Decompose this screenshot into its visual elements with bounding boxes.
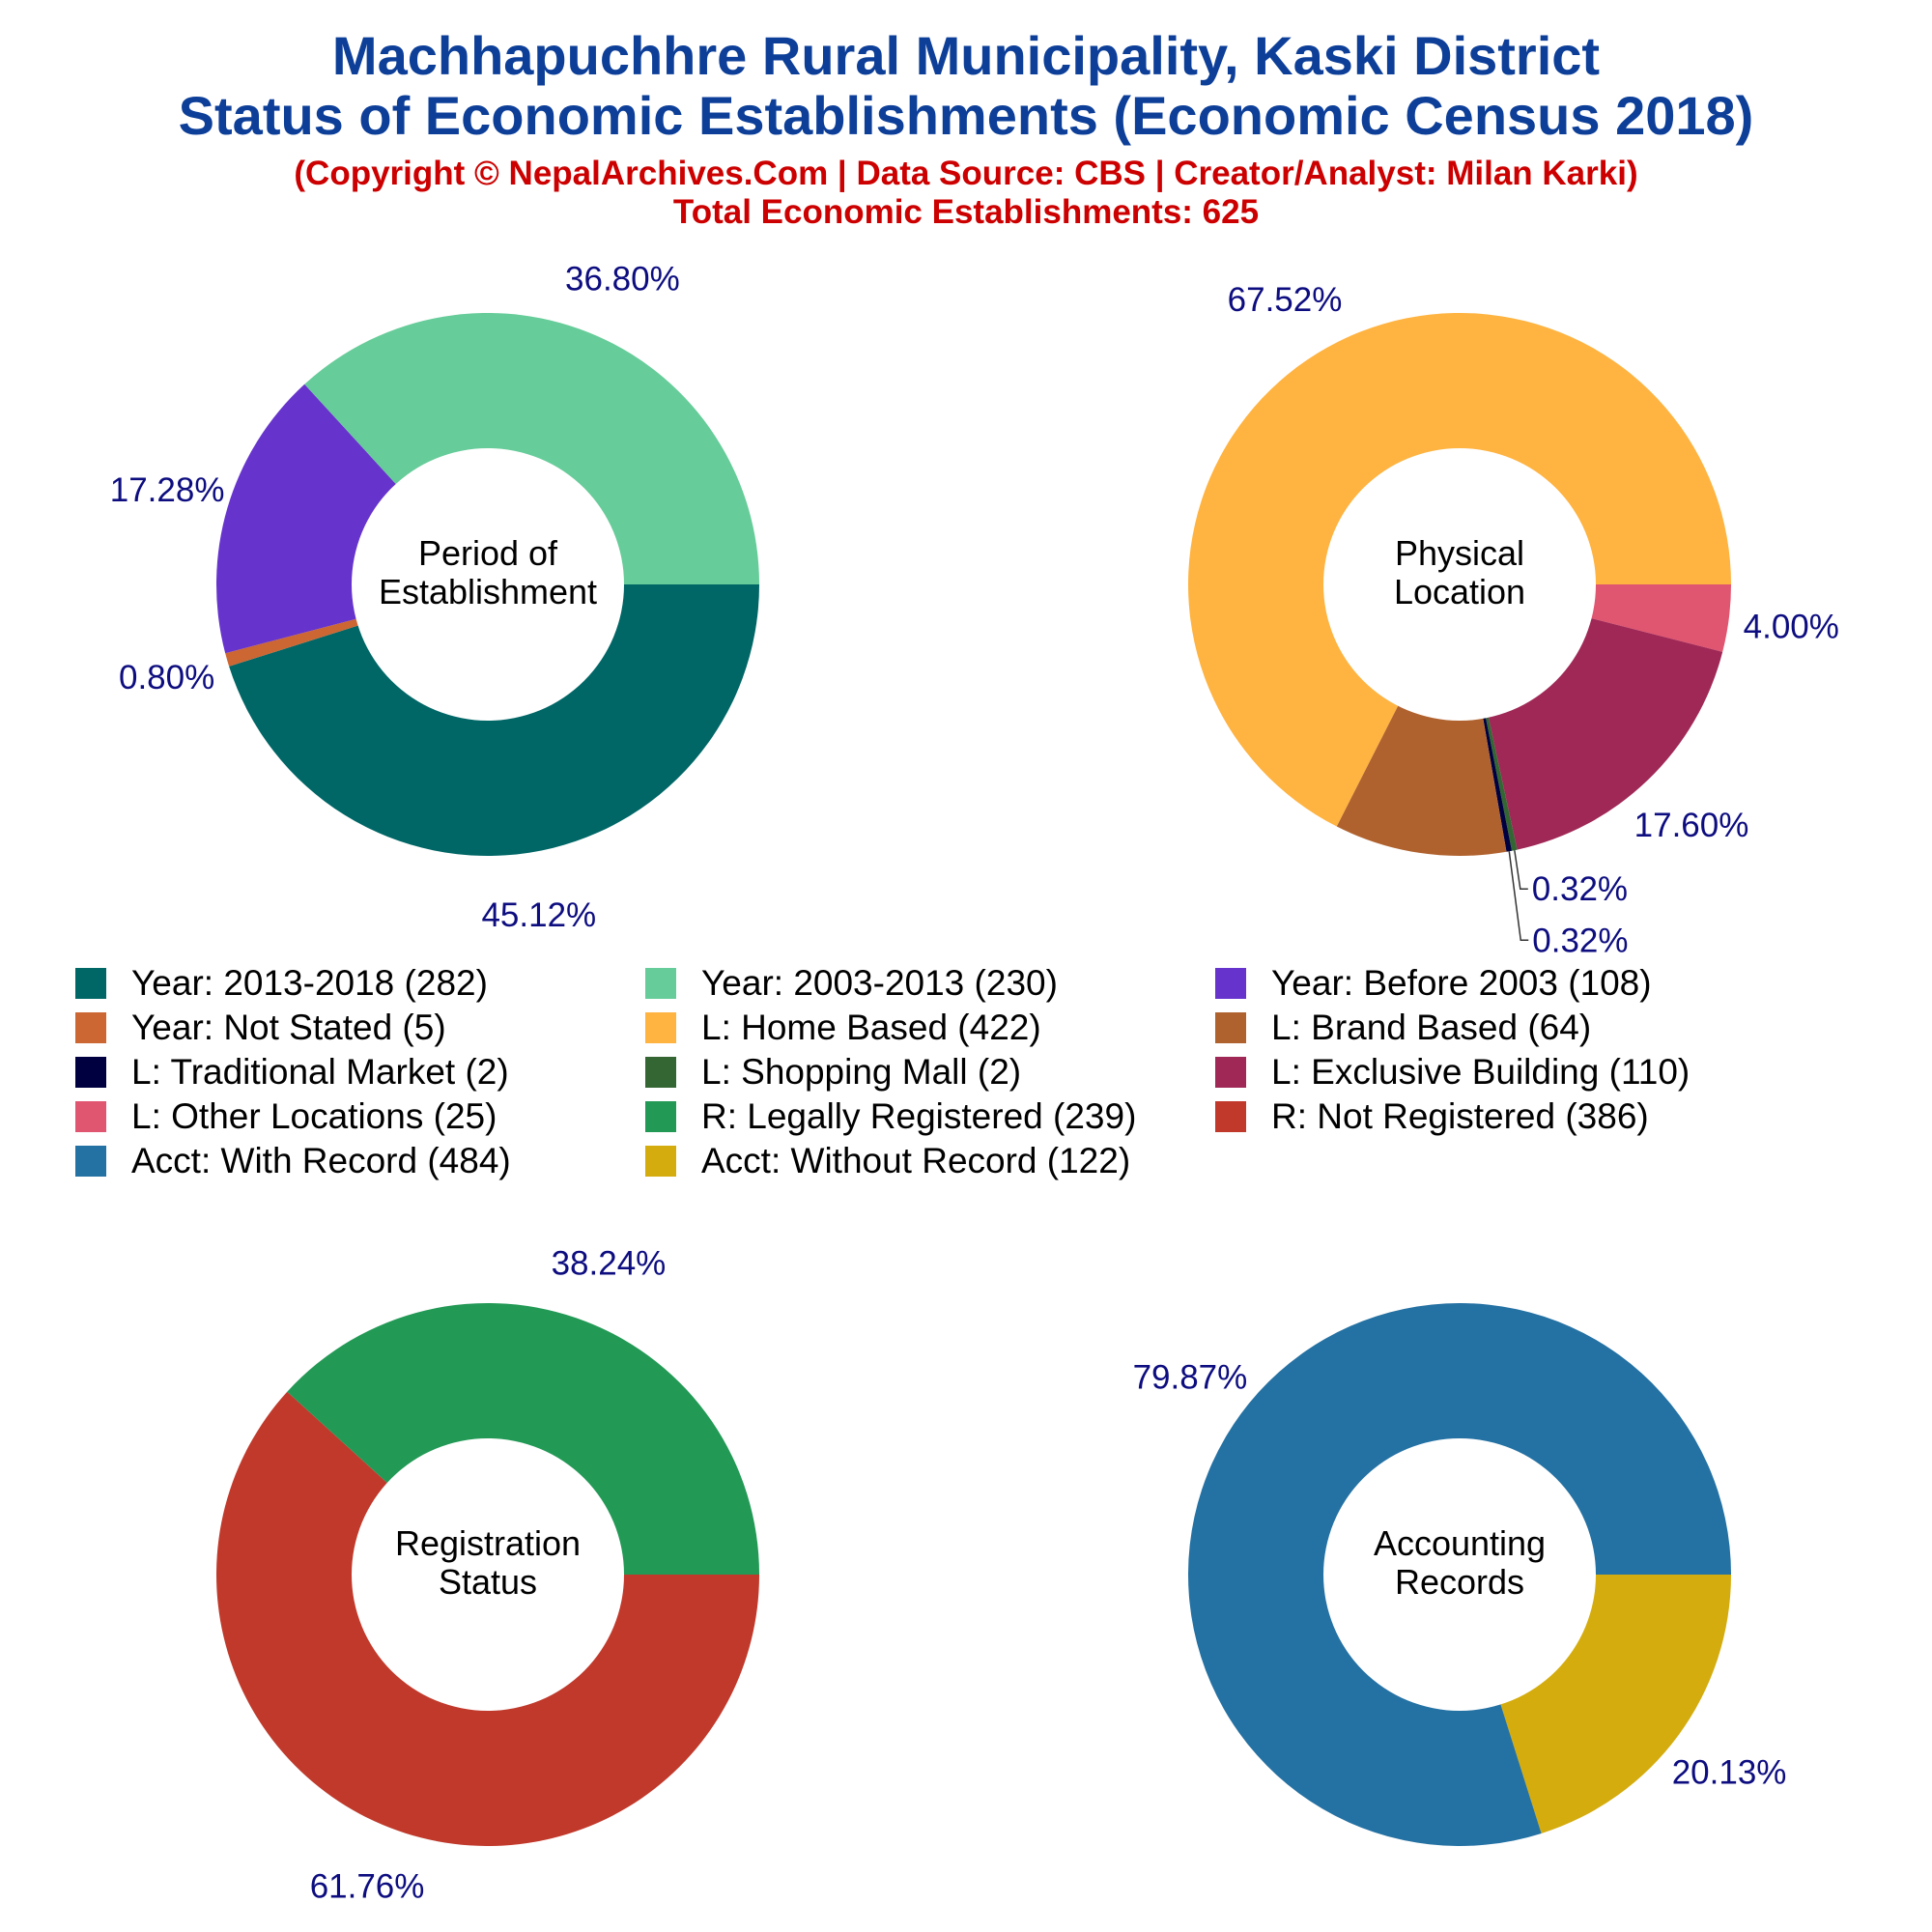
- legend-swatch: [1215, 1012, 1246, 1043]
- donut-center-label: Location: [1394, 572, 1525, 611]
- slice-percent-label: 67.52%: [1228, 281, 1343, 319]
- total-establishments-subtitle: Total Economic Establishments: 625: [672, 193, 1260, 231]
- legend-label: Year: Not Stated (5): [131, 1008, 446, 1047]
- slice-percent-label: 17.28%: [110, 471, 225, 509]
- legend-label: R: Not Registered (386): [1271, 1096, 1649, 1136]
- donut-hole: [352, 1438, 624, 1711]
- legend-swatch: [75, 1012, 106, 1043]
- donut-hole: [352, 448, 624, 721]
- legend-label: L: Other Locations (25): [131, 1096, 497, 1136]
- slice-percent-label: 61.76%: [310, 1868, 425, 1906]
- donut-center-label: Physical: [1395, 533, 1524, 573]
- legend-label: Year: 2003-2013 (230): [701, 963, 1058, 1003]
- legend-label: Year: Before 2003 (108): [1271, 963, 1652, 1003]
- donut-center-label: Period of: [418, 533, 558, 573]
- legend-swatch: [1215, 1057, 1246, 1088]
- slice-percent-label: 45.12%: [481, 896, 596, 934]
- slice-percent-label: 79.87%: [1133, 1358, 1248, 1396]
- legend-label: L: Exclusive Building (110): [1271, 1052, 1690, 1092]
- slice-percent-label: 0.32%: [1532, 870, 1628, 908]
- chart-title-line2: Status of Economic Establishments (Econo…: [178, 85, 1754, 146]
- donut-center-label: Records: [1395, 1562, 1524, 1602]
- legend-swatch: [1215, 968, 1246, 999]
- legend-swatch: [645, 1012, 676, 1043]
- donut-hole: [1323, 448, 1596, 721]
- chart-title-line1: Machhapuchhre Rural Municipality, Kaski …: [331, 25, 1601, 86]
- donut-center-label: Status: [439, 1562, 537, 1602]
- callout-line: [1508, 851, 1529, 942]
- legend-swatch: [75, 1057, 106, 1088]
- slice-percent-label: 38.24%: [552, 1244, 667, 1282]
- slice-percent-label: 4.00%: [1744, 608, 1839, 645]
- donut-slice: [304, 312, 759, 584]
- legend-item: R: Not Registered (386): [1215, 1094, 1649, 1139]
- callout-line: [1514, 850, 1528, 890]
- slice-percent-label: 20.13%: [1672, 1754, 1787, 1792]
- legend-item: Acct: Without Record (122): [645, 1139, 1130, 1183]
- legend-swatch: [75, 1146, 106, 1177]
- legend-label: L: Home Based (422): [701, 1008, 1041, 1047]
- donut-slice: [287, 1302, 759, 1575]
- legend-item: L: Other Locations (25): [75, 1094, 497, 1139]
- legend-item: L: Traditional Market (2): [75, 1050, 509, 1094]
- legend-swatch: [75, 968, 106, 999]
- legend-item: L: Shopping Mall (2): [645, 1050, 1021, 1094]
- legend-item: L: Brand Based (64): [1215, 1006, 1591, 1050]
- legend-item: R: Legally Registered (239): [645, 1094, 1136, 1139]
- legend-swatch: [645, 1101, 676, 1132]
- legend-label: Acct: With Record (484): [131, 1141, 511, 1180]
- legend-item: Year: Before 2003 (108): [1215, 961, 1652, 1006]
- legend-item: Year: 2013-2018 (282): [75, 961, 488, 1006]
- donut-center-label: Establishment: [379, 572, 597, 611]
- legend-label: L: Traditional Market (2): [131, 1052, 509, 1092]
- donut-center-label: Registration: [395, 1523, 581, 1563]
- legend-label: Year: 2013-2018 (282): [131, 963, 488, 1003]
- slice-percent-label: 0.32%: [1532, 922, 1628, 959]
- legend-swatch: [75, 1101, 106, 1132]
- slice-percent-label: 17.60%: [1634, 807, 1749, 844]
- legend-label: Acct: Without Record (122): [701, 1141, 1131, 1180]
- legend-item: L: Home Based (422): [645, 1006, 1041, 1050]
- legend-swatch: [645, 968, 676, 999]
- donut-center-label: Accounting: [1374, 1523, 1546, 1563]
- slice-percent-label: 0.80%: [119, 659, 214, 696]
- donut-hole: [1323, 1438, 1596, 1711]
- legend-label: L: Brand Based (64): [1271, 1008, 1592, 1047]
- legend-item: L: Exclusive Building (110): [1215, 1050, 1690, 1094]
- legend-item: Year: Not Stated (5): [75, 1006, 446, 1050]
- legend-label: R: Legally Registered (239): [701, 1096, 1137, 1136]
- legend-swatch: [1215, 1101, 1246, 1132]
- slice-percent-label: 36.80%: [565, 260, 680, 298]
- copyright-subtitle: (Copyright © NepalArchives.Com | Data So…: [294, 155, 1638, 192]
- legend-item: Acct: With Record (484): [75, 1139, 511, 1183]
- legend-swatch: [645, 1146, 676, 1177]
- legend-label: L: Shopping Mall (2): [701, 1052, 1022, 1092]
- legend-swatch: [645, 1057, 676, 1088]
- legend-item: Year: 2003-2013 (230): [645, 961, 1058, 1006]
